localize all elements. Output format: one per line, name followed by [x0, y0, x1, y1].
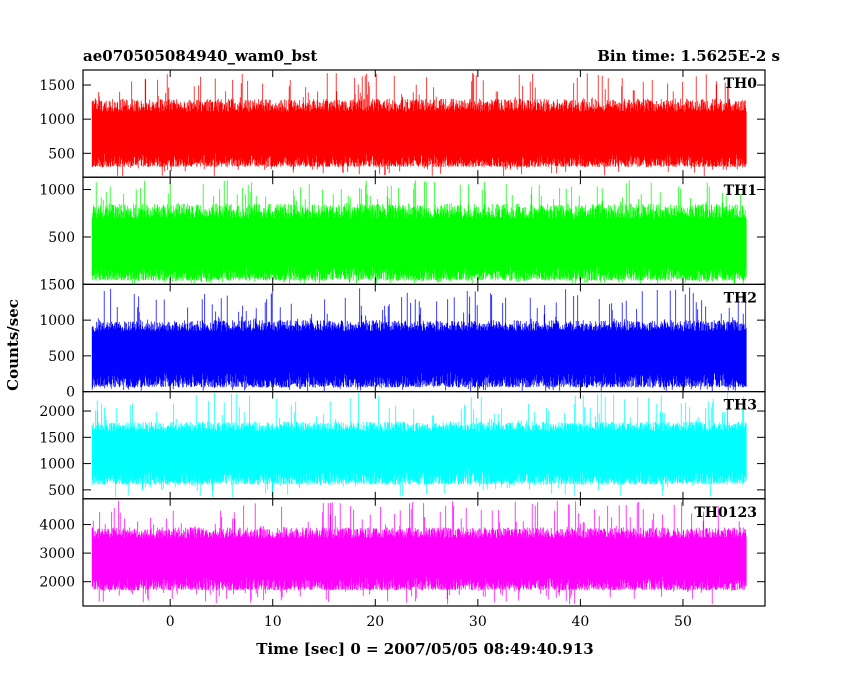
panel-label-th1: TH1 — [724, 183, 757, 199]
x-tick-label: 10 — [264, 614, 282, 630]
y-axis-label: Counts/sec — [4, 299, 22, 391]
panel-th2: 0 500 1000 1500 TH2 — [39, 277, 766, 401]
y-tick-label: 2000 — [39, 404, 75, 420]
panel-label-th3: TH3 — [724, 398, 757, 414]
series-line-th3 — [91, 392, 747, 498]
x-axis: 0 10 20 30 40 50 — [166, 614, 692, 630]
panel-th3: 500 1000 1500 2000 TH3 — [39, 391, 766, 500]
bin-time-label: Bin time: 1.5625E-2 s — [597, 47, 780, 65]
panel-label-th0123: TH0123 — [694, 505, 757, 521]
y-tick-label: 1500 — [39, 78, 75, 94]
y-tick-label: 500 — [48, 483, 75, 499]
y-tick-label: 0 — [66, 277, 75, 293]
x-tick-label: 40 — [571, 614, 589, 630]
y-tick-label: 1000 — [39, 183, 75, 199]
y-tick-label: 1000 — [39, 457, 75, 473]
y-tick-label: 1000 — [39, 112, 75, 128]
x-axis-label: Time [sec] 0 = 2007/05/05 08:49:40.913 — [256, 640, 593, 658]
y-tick-label: 1500 — [39, 277, 75, 293]
y-tick-label: 500 — [48, 349, 75, 365]
panel-th1: 0 500 1000 TH1 — [39, 176, 766, 293]
y-tick-label: 4000 — [39, 518, 75, 534]
series-line-th0 — [91, 72, 747, 177]
y-tick-label: 500 — [48, 146, 75, 162]
panel-th0123: 2000 3000 4000 TH0123 — [39, 498, 766, 607]
panel-label-th0: TH0 — [724, 76, 758, 92]
y-tick-label: 1500 — [39, 430, 75, 446]
chart-title: ae070505084940_wam0_bst — [83, 47, 317, 65]
y-tick-label: 1000 — [39, 313, 75, 329]
x-tick-label: 0 — [166, 614, 175, 630]
panel-frame — [82, 498, 766, 607]
x-tick-label: 20 — [366, 614, 384, 630]
series-line-th2 — [91, 287, 747, 392]
y-tick-label: 500 — [48, 230, 75, 246]
series-line-th0123 — [91, 500, 747, 605]
x-tick-label: 50 — [674, 614, 692, 630]
y-tick-label: 0 — [66, 385, 75, 401]
y-tick-label: 3000 — [39, 546, 75, 562]
panel-label-th2: TH2 — [724, 290, 757, 306]
panel-th0: 500 1000 1500 TH0 — [39, 69, 766, 178]
y-tick-label: 2000 — [39, 575, 75, 591]
panels: 500 1000 1500 TH0 0 500 1000 TH1 0 500 1000 1500 TH2… — [39, 69, 766, 607]
series-line-th1 — [91, 180, 747, 284]
x-tick-label: 30 — [469, 614, 487, 630]
